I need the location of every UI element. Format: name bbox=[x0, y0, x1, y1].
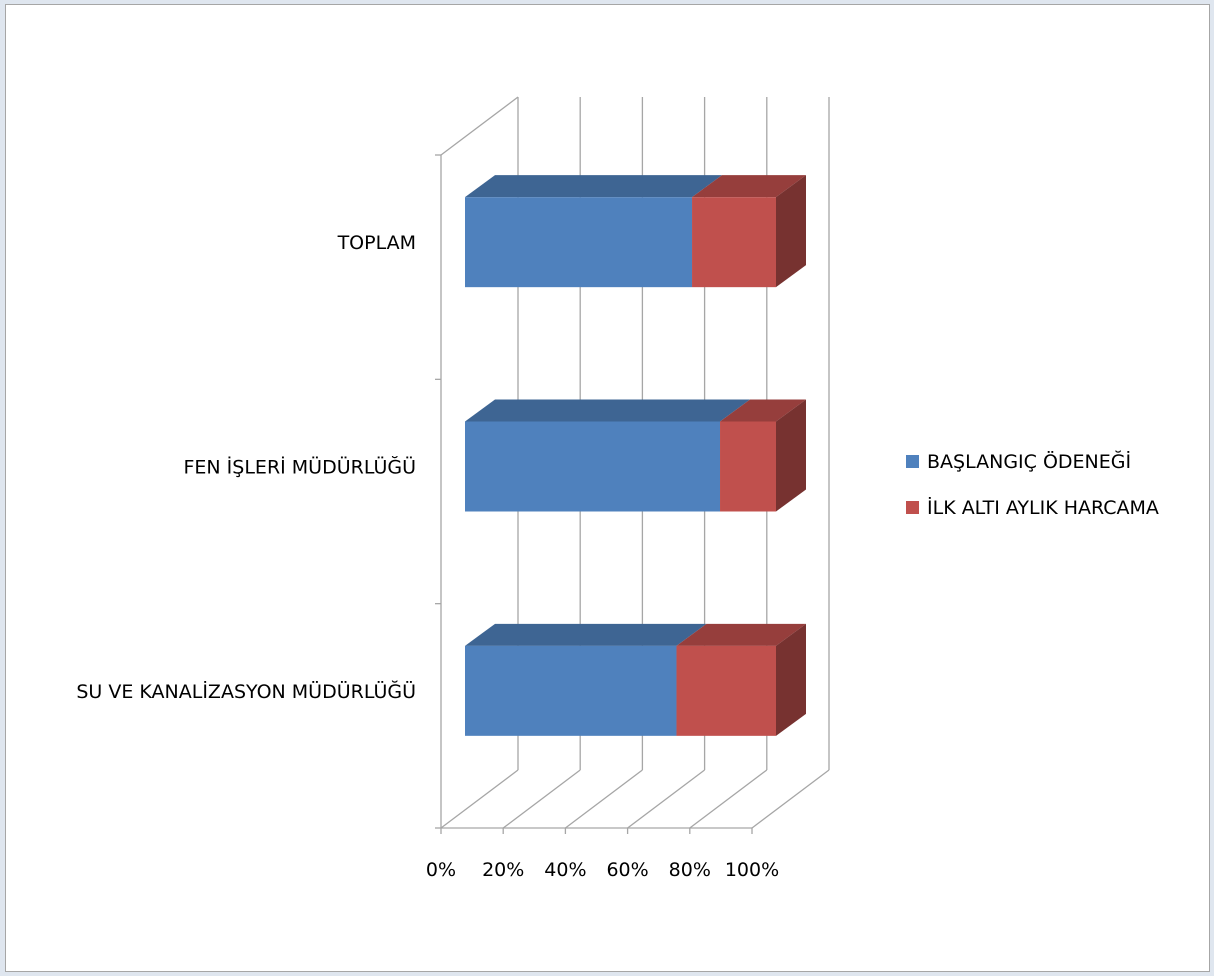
floor-gridline bbox=[440, 769, 519, 829]
bar-front-face bbox=[465, 197, 693, 288]
bar-segment bbox=[676, 623, 806, 736]
bar-front-face bbox=[465, 645, 677, 736]
bar-segment bbox=[465, 399, 751, 512]
legend-label: BAŞLANGIÇ ÖDENEĞİ bbox=[927, 449, 1131, 473]
bar-segment bbox=[692, 175, 806, 288]
floor-gridline bbox=[502, 769, 581, 829]
legend-swatch bbox=[906, 501, 919, 514]
legend: BAŞLANGIÇ ÖDENEĞİ İLK ALTI AYLIK HARCAMA bbox=[906, 449, 1159, 519]
x-tick-label: 20% bbox=[482, 859, 524, 881]
bar-top-face bbox=[465, 623, 707, 646]
floor-gridline bbox=[565, 769, 643, 829]
bar-top-face bbox=[720, 399, 806, 422]
bar-front-face bbox=[465, 421, 721, 512]
axes bbox=[435, 154, 753, 834]
x-tick-label: 40% bbox=[544, 859, 586, 881]
bar-segment bbox=[465, 623, 707, 736]
legend-label: İLK ALTI AYLIK HARCAMA bbox=[927, 496, 1159, 519]
bar-top-face bbox=[676, 623, 806, 646]
bar-segment bbox=[720, 399, 806, 512]
bars bbox=[465, 175, 806, 736]
bar-front-face bbox=[676, 645, 776, 736]
category-label: FEN İŞLERİ MÜDÜRLÜĞÜ bbox=[184, 455, 417, 479]
x-tick-label: 60% bbox=[606, 859, 648, 881]
x-tick-label: 100% bbox=[725, 859, 779, 881]
x-tick-label: 80% bbox=[669, 859, 711, 881]
bar-segment bbox=[465, 175, 723, 288]
legend-swatch bbox=[906, 455, 919, 468]
side-wall-top-edge bbox=[440, 96, 519, 156]
chart-walls bbox=[440, 96, 752, 829]
bar-top-face bbox=[465, 399, 751, 422]
category-label: SU VE KANALİZASYON MÜDÜRLÜĞÜ bbox=[76, 679, 416, 703]
bar-front-face bbox=[692, 197, 776, 288]
bar-top-face bbox=[465, 175, 723, 198]
category-label: TOPLAM bbox=[337, 232, 416, 254]
x-tick-labels: 0% 20% 40% 60% 80% 100% bbox=[426, 859, 779, 881]
bar-front-face bbox=[720, 421, 776, 512]
bar-top-face bbox=[692, 175, 806, 198]
bar-side-face bbox=[776, 623, 806, 736]
floor-gridline bbox=[689, 769, 768, 829]
category-labels: SU VE KANALİZASYON MÜDÜRLÜĞÜ FEN İŞLERİ M… bbox=[76, 232, 416, 703]
floor-gridline bbox=[751, 769, 830, 829]
floor-gridline bbox=[627, 769, 705, 829]
bar-side-face bbox=[776, 399, 806, 512]
x-tick-label: 0% bbox=[426, 859, 456, 881]
bar-side-face bbox=[776, 175, 806, 288]
